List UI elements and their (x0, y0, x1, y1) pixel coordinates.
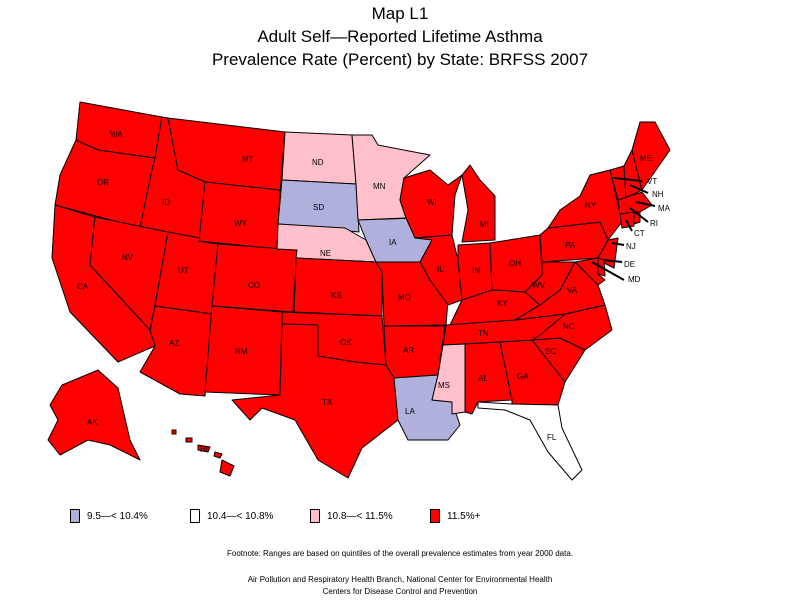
legend: 9.5—< 10.4% 10.4—< 10.8% 10.8—< 11.5% 11… (0, 509, 800, 529)
state-sd[interactable] (277, 179, 360, 233)
state-mi[interactable] (461, 164, 496, 243)
state-label-ma: MA (658, 204, 671, 213)
state-label-ne: NE (320, 249, 331, 258)
state-label-co: CO (248, 281, 260, 290)
state-ma[interactable] (617, 191, 653, 215)
state-label-de: DE (624, 260, 635, 269)
state-label-or: OR (97, 178, 109, 187)
state-label-nc: NC (563, 322, 575, 331)
state-ar[interactable] (383, 325, 446, 379)
state-fl[interactable] (477, 401, 583, 481)
state-label-nv: NV (122, 253, 134, 262)
state-label-id: ID (162, 198, 170, 207)
state-label-va: VA (567, 286, 578, 295)
state-label-wa: WA (110, 130, 123, 139)
state-label-me: ME (640, 154, 652, 163)
title-line-2: Adult Self—Reported Lifetime Asthma (257, 27, 543, 46)
map-title: Map L1 Adult Self—Reported Lifetime Asth… (0, 2, 800, 71)
state-me[interactable] (631, 121, 671, 191)
state-label-md: MD (628, 275, 641, 284)
state-label-tx: TX (322, 398, 333, 407)
state-label-vt: VT (647, 177, 657, 186)
state-label-pa: PA (565, 241, 576, 250)
state-label-ky: KY (497, 299, 508, 308)
state-label-tn: TN (478, 329, 489, 338)
state-label-wv: WV (532, 281, 546, 290)
legend-swatch-2 (190, 509, 200, 523)
state-wi[interactable] (399, 169, 463, 239)
state-label-nh: NH (652, 190, 664, 199)
state-il[interactable] (414, 234, 463, 306)
state-label-ks: KS (331, 291, 342, 300)
legend-label-1: 9.5—< 10.4% (87, 510, 148, 522)
state-label-nj: NJ (626, 242, 636, 251)
state-label-wi: WI (427, 198, 437, 207)
credit-line-2: Centers for Disease Control and Preventi… (322, 587, 478, 596)
state-label-ak: AK (87, 418, 98, 427)
state-label-in: IN (472, 266, 480, 275)
state-label-mi: MI (480, 220, 489, 229)
legend-item-1: 9.5—< 10.4% (70, 509, 148, 523)
state-label-ar: AR (403, 346, 414, 355)
legend-swatch-3 (310, 509, 320, 523)
state-label-ia: IA (389, 238, 397, 247)
state-label-mn: MN (373, 182, 386, 191)
state-tx[interactable] (231, 323, 399, 479)
state-label-ut: UT (178, 266, 189, 275)
title-line-3: Prevalence Rate (Percent) by State: BRFS… (211, 50, 589, 69)
legend-swatch-4 (430, 509, 440, 523)
state-label-al: AL (478, 374, 488, 383)
state-ak[interactable] (47, 369, 141, 461)
state-label-ga: GA (517, 372, 529, 381)
legend-item-4: 11.5%+ (430, 509, 480, 523)
state-label-nm: NM (235, 347, 248, 356)
state-label-sd: SD (313, 203, 324, 212)
state-label-mt: MT (242, 155, 254, 164)
state-label-wy: WY (234, 219, 248, 228)
state-co[interactable] (211, 243, 298, 313)
state-label-ok: OK (340, 338, 352, 347)
state-label-ca: CA (77, 282, 89, 291)
state-wv[interactable] (524, 261, 576, 306)
state-hi[interactable] (171, 429, 235, 477)
title-line-1: Map L1 (371, 4, 429, 23)
state-ks[interactable] (293, 257, 383, 317)
state-label-mo: MO (398, 293, 411, 302)
state-label-fl: FL (547, 433, 557, 442)
legend-swatch-1 (70, 509, 80, 523)
state-label-az: AZ (169, 339, 179, 348)
state-label-ri: RI (650, 219, 658, 228)
state-label-ny: NY (585, 201, 597, 210)
legend-item-3: 10.8—< 11.5% (310, 509, 393, 523)
state-label-il: IL (437, 265, 444, 274)
state-label-nd: ND (312, 158, 324, 167)
legend-label-2: 10.4—< 10.8% (207, 510, 274, 522)
state-label-sc: SC (545, 347, 556, 356)
legend-label-4: 11.5%+ (447, 510, 481, 522)
state-label-la: LA (405, 407, 415, 416)
leader-lines (591, 177, 656, 281)
credit-line-1: Air Pollution and Respiratory Health Bra… (247, 575, 553, 584)
state-wy[interactable] (198, 181, 281, 250)
state-label-hi: HI (200, 445, 208, 454)
footnote: Footnote: Ranges are based on quintiles … (227, 549, 573, 558)
legend-item-2: 10.4—< 10.8% (190, 509, 273, 523)
state-label-ct: CT (634, 229, 645, 238)
state-label-oh: OH (509, 259, 521, 268)
legend-label-3: 10.8—< 11.5% (327, 510, 393, 522)
state-label-ms: MS (438, 381, 450, 390)
